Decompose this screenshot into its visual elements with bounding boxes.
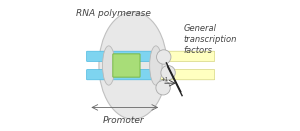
FancyBboxPatch shape (87, 70, 162, 80)
Ellipse shape (99, 12, 167, 119)
Circle shape (157, 50, 171, 64)
Ellipse shape (150, 46, 162, 85)
Ellipse shape (103, 46, 115, 85)
FancyBboxPatch shape (160, 51, 215, 61)
Text: +1: +1 (160, 77, 169, 82)
Text: Promoter: Promoter (103, 116, 145, 125)
Circle shape (161, 66, 175, 80)
FancyBboxPatch shape (113, 54, 140, 77)
Circle shape (156, 81, 170, 95)
Text: RNA polymerase: RNA polymerase (76, 9, 151, 18)
Text: General
transcription
factors: General transcription factors (183, 24, 237, 55)
FancyBboxPatch shape (160, 70, 215, 80)
FancyBboxPatch shape (87, 51, 162, 61)
